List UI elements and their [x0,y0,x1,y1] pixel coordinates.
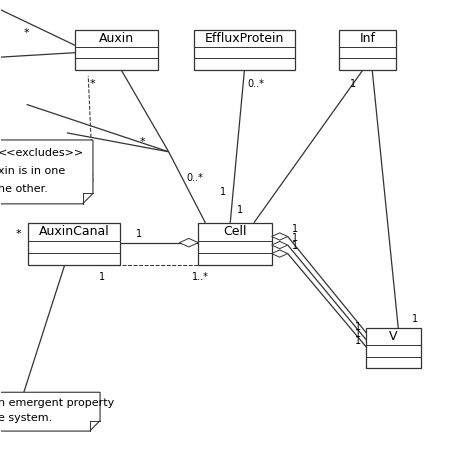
Text: V: V [389,330,398,343]
Text: *: * [90,79,96,89]
Polygon shape [0,140,93,204]
Text: 1: 1 [292,233,298,243]
Bar [366,328,421,368]
Polygon shape [272,233,288,240]
Text: *: * [140,137,146,147]
Text: EffluxProtein: EffluxProtein [205,32,284,45]
Bar [339,30,396,70]
Text: *: * [16,228,21,239]
Polygon shape [272,250,288,257]
Text: 0..*: 0..* [248,79,264,89]
Text: 1: 1 [100,272,106,282]
Text: Inf: Inf [359,32,375,45]
Text: xin is in one: xin is in one [0,166,65,176]
Text: e system.: e system. [0,413,53,423]
Text: 1: 1 [355,322,361,332]
Polygon shape [272,241,288,249]
Text: Cell: Cell [223,225,246,238]
Text: 1: 1 [136,228,142,239]
Text: 1: 1 [412,314,418,324]
Text: 0..*: 0..* [186,173,203,183]
Bar [198,223,272,265]
Bar [193,30,295,70]
Text: 1: 1 [237,205,243,215]
Text: *: * [24,28,29,38]
Bar [75,30,158,70]
Text: <<excludes>>: <<excludes>> [0,148,84,158]
Text: 1: 1 [355,329,361,339]
Polygon shape [179,238,198,247]
Text: Auxin: Auxin [99,32,134,45]
Text: 1: 1 [220,187,226,197]
Text: 1: 1 [355,337,361,346]
Polygon shape [0,392,100,431]
Text: 1..*: 1..* [192,272,209,282]
Text: 1: 1 [292,241,298,252]
Text: 1: 1 [350,79,356,89]
Text: n emergent property: n emergent property [0,399,115,409]
Text: AuxinCanal: AuxinCanal [39,225,109,238]
Bar [28,223,120,265]
Text: he other.: he other. [0,184,48,194]
Text: 1: 1 [292,224,298,235]
